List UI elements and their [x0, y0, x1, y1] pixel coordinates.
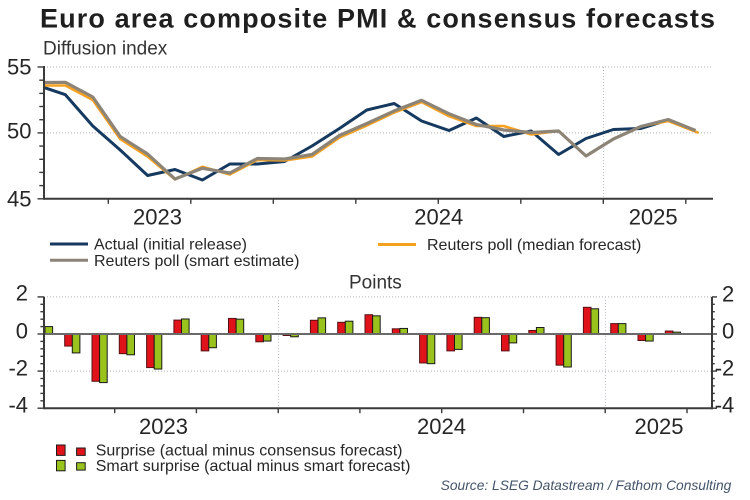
svg-text:Reuters poll (median forecast): Reuters poll (median forecast) — [427, 237, 641, 254]
svg-text:-4: -4 — [8, 393, 28, 418]
svg-text:2023: 2023 — [139, 414, 188, 439]
svg-text:-4: -4 — [715, 393, 735, 418]
svg-text:2024: 2024 — [417, 414, 466, 439]
svg-text:Diffusion index: Diffusion index — [43, 39, 168, 60]
svg-text:2023: 2023 — [133, 204, 182, 229]
svg-text:2024: 2024 — [414, 204, 463, 229]
svg-text:2: 2 — [16, 281, 28, 306]
svg-text:55: 55 — [7, 55, 31, 80]
svg-text:45: 45 — [7, 186, 31, 211]
svg-text:Reuters poll (smart estimate): Reuters poll (smart estimate) — [94, 253, 299, 270]
svg-text:0: 0 — [16, 319, 28, 344]
svg-text:2025: 2025 — [635, 414, 684, 439]
svg-text:0: 0 — [722, 319, 734, 344]
svg-text:Actual (initial release): Actual (initial release) — [94, 237, 247, 254]
svg-text:Euro area composite PMI & cons: Euro area composite PMI & consensus fore… — [40, 4, 715, 34]
svg-text:Smart surprise (actual minus s: Smart surprise (actual minus smart forec… — [96, 458, 411, 475]
svg-text:2025: 2025 — [629, 204, 678, 229]
svg-text:Points: Points — [349, 273, 402, 294]
svg-text:2: 2 — [722, 281, 734, 306]
svg-text:-2: -2 — [8, 356, 28, 381]
svg-text:50: 50 — [7, 119, 31, 144]
svg-text:-2: -2 — [715, 356, 735, 381]
svg-text:Surprise (actual minus consens: Surprise (actual minus consensus forecas… — [96, 443, 403, 460]
svg-text:Source: LSEG Datastream / Fath: Source: LSEG Datastream / Fathom Consult… — [441, 478, 732, 493]
